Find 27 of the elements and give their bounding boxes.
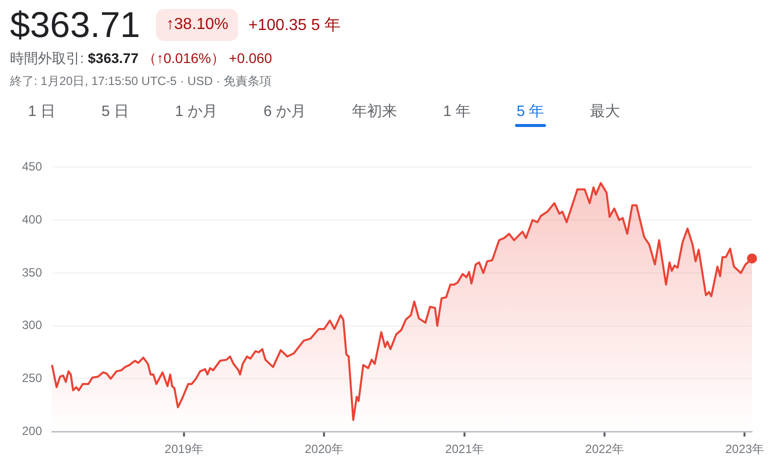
x-tick-label: 2019年 [164,442,204,456]
y-tick-label: 450 [22,160,42,174]
text: 6 か月 [264,102,306,122]
y-tick-label: 400 [22,212,42,226]
text: +0.060 [228,50,272,66]
text: 1 年 [443,102,471,122]
y-tick-label: 350 [22,265,42,280]
y-tick-label: 250 [22,371,42,386]
text: 時間外取引: [10,50,84,66]
text: 終了: 1月20日, 17:15:50 UTC-5 · USD · 免責条項 [10,74,272,88]
x-tick-label: 2022年 [585,442,624,456]
x-tick-label: 2021年 [445,442,484,456]
text: 年初来 [352,102,398,122]
text: $363.77 [88,50,138,66]
text: +100.35 5 年 [248,16,340,34]
x-tick-label: 2023年 [725,442,764,456]
text: 5 日 [102,102,130,122]
y-tick-label: 200 [22,424,42,438]
x-tick-label: 2020年 [304,442,344,456]
chart-title: $363.71 [10,4,140,46]
text: （↑0.016%） [142,50,225,66]
y-tick-label: 300 [22,318,42,332]
text: 1 か月 [175,102,218,122]
text: 最大 [590,102,620,122]
text: ↑38.10% [156,9,238,41]
text: 5 年 [516,102,544,122]
text: 1 日 [28,102,56,122]
